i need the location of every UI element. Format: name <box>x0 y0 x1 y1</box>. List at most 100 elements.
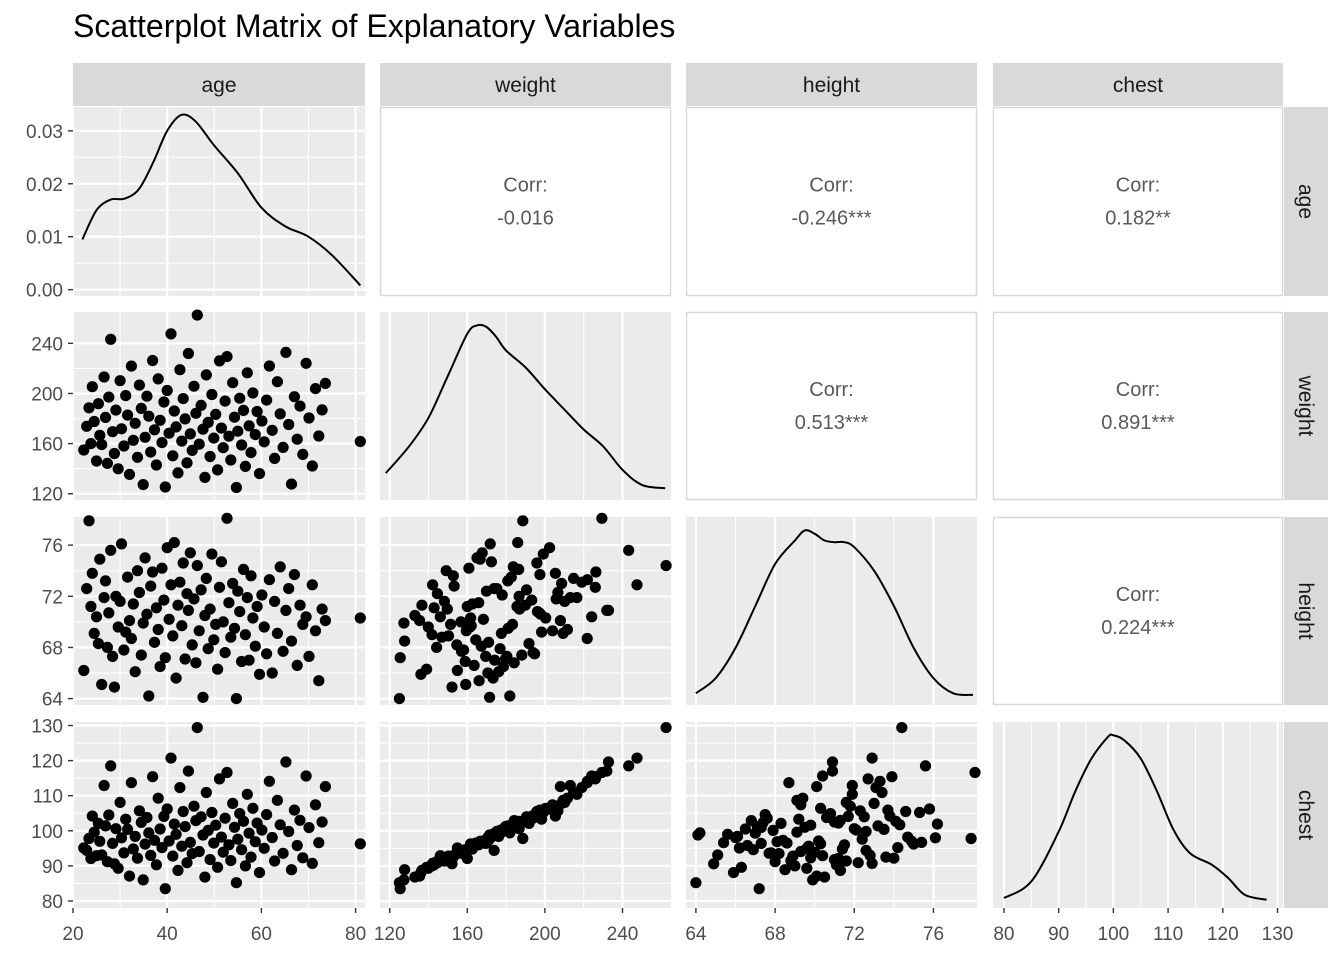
scatter-point <box>801 842 813 854</box>
scatter-point <box>763 847 775 859</box>
scatter-point <box>147 354 159 367</box>
scatter-point <box>206 806 218 819</box>
x-tick-label: 64 <box>685 924 707 945</box>
scatter-point <box>158 396 170 408</box>
scatter-point <box>243 420 255 432</box>
scatter-point <box>154 661 166 673</box>
scatter-point <box>150 459 162 471</box>
scatter-point <box>253 468 266 480</box>
scatter-point <box>468 659 480 672</box>
scatter-point <box>148 834 161 846</box>
scatter-point <box>191 309 203 321</box>
scatter-point <box>475 640 487 652</box>
scatter-point <box>210 408 222 420</box>
scatter-point <box>480 650 492 663</box>
scatter-point <box>631 579 643 591</box>
scatter-point <box>892 842 904 854</box>
scatter-point <box>874 775 886 787</box>
scatter-point <box>288 569 300 581</box>
row-strip-label-weight: weight <box>1294 375 1317 437</box>
scatter-point <box>143 410 155 422</box>
scatter-point <box>114 375 126 387</box>
scatter-point <box>228 411 241 423</box>
x-tick-label: 240 <box>607 924 639 945</box>
scatter-point <box>775 817 787 830</box>
scatter-point <box>294 814 306 826</box>
scatter-point <box>204 854 216 866</box>
row-strip-weight <box>1284 312 1328 500</box>
row-strip-age <box>1284 107 1328 296</box>
scatter-point <box>303 822 315 834</box>
scatter-point <box>179 821 191 833</box>
scatter-point <box>271 627 283 640</box>
scatter-point <box>232 425 244 437</box>
scatter-point <box>137 479 149 491</box>
scatter-point <box>258 842 270 854</box>
scatter-point <box>232 833 244 845</box>
scatter-point <box>480 585 493 597</box>
scatter-point <box>534 569 546 581</box>
scatter-point <box>159 481 171 493</box>
scatter-point <box>269 595 281 608</box>
scatter-point <box>133 805 145 817</box>
scatter-point <box>313 675 325 687</box>
scatter-point <box>112 862 124 874</box>
scatter-point <box>195 584 207 596</box>
scatter-point <box>156 842 168 854</box>
column-strip-label-weight: weight <box>494 74 556 97</box>
scatter-point <box>176 620 188 632</box>
scatter-point <box>236 439 248 451</box>
scatter-point <box>139 838 151 850</box>
scatter-point <box>139 552 151 564</box>
scatter-point <box>237 404 250 416</box>
scatter-point <box>581 574 594 586</box>
scatter-point <box>266 831 278 844</box>
scatter-point <box>799 821 811 833</box>
x-tick-label: 200 <box>529 924 561 945</box>
scatter-point <box>929 832 942 844</box>
scatter-point <box>172 599 184 611</box>
scatter-point <box>108 447 120 460</box>
scatter-point <box>491 825 503 838</box>
scatter-point <box>125 777 137 789</box>
scatter-point <box>105 333 117 345</box>
scatter-point <box>108 681 120 693</box>
x-tick-label: 60 <box>251 924 272 945</box>
scatter-point <box>969 766 981 779</box>
y-tick-label: 200 <box>31 384 63 405</box>
scatter-point <box>191 722 203 734</box>
scatter-point <box>866 857 878 870</box>
scatter-point <box>195 811 207 823</box>
y-tick-label: 68 <box>42 638 63 659</box>
scatter-point <box>237 563 250 576</box>
scatter-point <box>729 831 742 844</box>
scatter-point <box>727 867 740 879</box>
scatter-point <box>303 412 315 424</box>
scatter-point <box>811 781 823 793</box>
scatter-point <box>269 452 281 464</box>
scatter-point <box>755 822 767 834</box>
scatter-point <box>660 722 672 734</box>
scatter-point <box>177 557 189 569</box>
scatter-point <box>163 613 175 625</box>
scatter-point <box>520 584 533 596</box>
scatter-point <box>195 399 207 411</box>
scatter-point <box>581 632 593 645</box>
scatter-point <box>755 837 767 850</box>
scatter-point <box>115 423 128 435</box>
scatter-point <box>473 675 485 687</box>
scatter-point <box>165 328 177 340</box>
scatter-point <box>623 760 635 772</box>
scatter-point <box>446 681 458 693</box>
y-tick-label: 120 <box>31 485 63 506</box>
scatter-point <box>103 607 115 619</box>
scatter-point <box>245 851 257 863</box>
scatter-point <box>168 537 180 549</box>
scatter-point <box>316 816 328 828</box>
scatter-point <box>491 583 503 595</box>
scatter-point <box>517 515 529 527</box>
chart-title: Scatterplot Matrix of Explanatory Variab… <box>73 8 676 44</box>
corr-label: Corr: <box>1116 584 1160 606</box>
scatter-point <box>92 638 104 650</box>
scatter-point <box>145 446 157 458</box>
